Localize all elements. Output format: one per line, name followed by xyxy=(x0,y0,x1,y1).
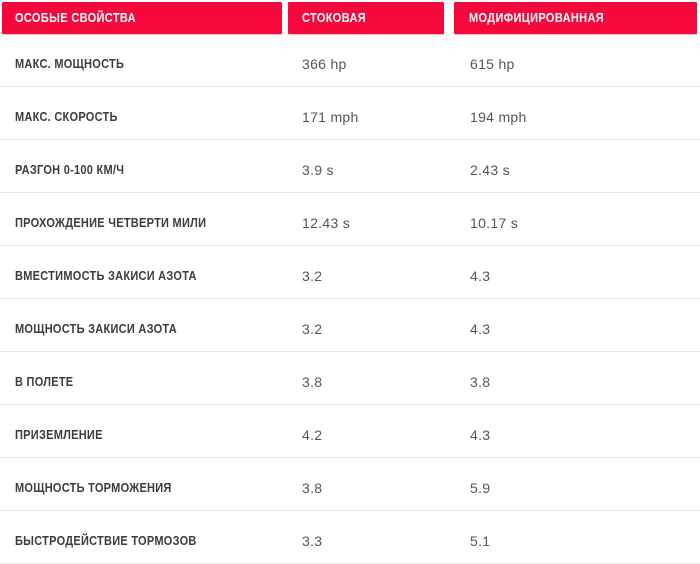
row-feature-label: ВМЕСТИМОСТЬ ЗАКИСИ АЗОТА xyxy=(15,269,197,283)
row-stock-value: 12.43 s xyxy=(302,215,351,231)
row-stock-value: 3.8 xyxy=(302,374,323,390)
column-header-stock-label: СТОКОВАЯ xyxy=(302,11,367,25)
row-feature-label: РАЗГОН 0-100 КМ/Ч xyxy=(15,163,125,177)
row-modified-value: 4.3 xyxy=(470,321,491,337)
table-row: ВМЕСТИМОСТЬ ЗАКИСИ АЗОТА 3.2 4.3 xyxy=(0,246,700,299)
table-header-row: ОСОБЫЕ СВОЙСТВА СТОКОВАЯ МОДИФИЦИРОВАННА… xyxy=(0,0,700,34)
table-row: МОЩНОСТЬ ЗАКИСИ АЗОТА 3.2 4.3 xyxy=(0,299,700,352)
row-modified-value: 4.3 xyxy=(470,268,491,284)
table-row: ПРИЗЕМЛЕНИЕ 4.2 4.3 xyxy=(0,405,700,458)
row-stock-value: 4.2 xyxy=(302,427,323,443)
row-stock-value: 366 hp xyxy=(302,56,347,72)
row-stock-value: 3.3 xyxy=(302,533,323,549)
column-header-stock: СТОКОВАЯ xyxy=(288,2,444,34)
table-row: МАКС. СКОРОСТЬ 171 mph 194 mph xyxy=(0,87,700,140)
table-row: ПРОХОЖДЕНИЕ ЧЕТВЕРТИ МИЛИ 12.43 s 10.17 s xyxy=(0,193,700,246)
table-row: БЫСТРОДЕЙСТВИЕ ТОРМОЗОВ 3.3 5.1 xyxy=(0,511,700,564)
row-modified-value: 5.9 xyxy=(470,480,491,496)
column-header-features-label: ОСОБЫЕ СВОЙСТВА xyxy=(15,11,136,25)
table-row: МОЩНОСТЬ ТОРМОЖЕНИЯ 3.8 5.9 xyxy=(0,458,700,511)
row-stock-value: 3.2 xyxy=(302,268,323,284)
row-modified-value: 2.43 s xyxy=(470,162,510,178)
row-stock-value: 3.9 s xyxy=(302,162,334,178)
row-feature-label: ПРОХОЖДЕНИЕ ЧЕТВЕРТИ МИЛИ xyxy=(15,216,207,230)
row-stock-value: 3.2 xyxy=(302,321,323,337)
row-feature-label: МАКС. СКОРОСТЬ xyxy=(15,110,118,124)
table-row: МАКС. МОЩНОСТЬ 366 hp 615 hp xyxy=(0,34,700,87)
row-feature-label: МОЩНОСТЬ ЗАКИСИ АЗОТА xyxy=(15,322,177,336)
row-modified-value: 615 hp xyxy=(470,56,515,72)
row-feature-label: ПРИЗЕМЛЕНИЕ xyxy=(15,428,103,442)
row-feature-label: МОЩНОСТЬ ТОРМОЖЕНИЯ xyxy=(15,481,172,495)
row-modified-value: 5.1 xyxy=(470,533,491,549)
table-row: РАЗГОН 0-100 КМ/Ч 3.9 s 2.43 s xyxy=(0,140,700,193)
row-stock-value: 171 mph xyxy=(302,109,359,125)
row-modified-value: 3.8 xyxy=(470,374,491,390)
row-modified-value: 10.17 s xyxy=(470,215,519,231)
column-header-modified-label: МОДИФИЦИРОВАННАЯ xyxy=(469,11,605,25)
column-header-modified: МОДИФИЦИРОВАННАЯ xyxy=(454,2,697,34)
row-feature-label: В ПОЛЕТЕ xyxy=(15,375,74,389)
row-modified-value: 194 mph xyxy=(470,109,527,125)
row-modified-value: 4.3 xyxy=(470,427,491,443)
row-feature-label: БЫСТРОДЕЙСТВИЕ ТОРМОЗОВ xyxy=(15,534,197,548)
row-feature-label: МАКС. МОЩНОСТЬ xyxy=(15,57,125,71)
column-header-features: ОСОБЫЕ СВОЙСТВА xyxy=(2,2,282,34)
table-row: В ПОЛЕТЕ 3.8 3.8 xyxy=(0,352,700,405)
row-stock-value: 3.8 xyxy=(302,480,323,496)
spec-rows: МАКС. МОЩНОСТЬ 366 hp 615 hp МАКС. СКОРОСТЬ… xyxy=(0,34,700,564)
